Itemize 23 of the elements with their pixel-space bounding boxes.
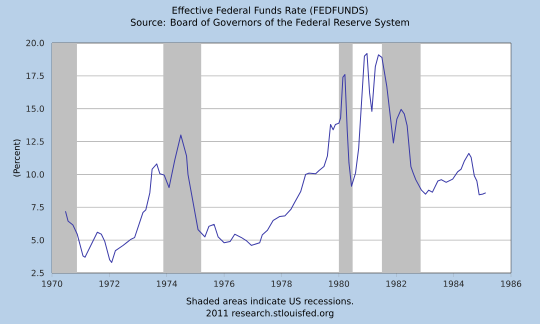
y-tick-label: 10.0 [26, 171, 44, 178]
y-tick-label: 17.5 [26, 72, 44, 80]
y-tick-label: 15.0 [26, 106, 44, 112]
x-tick-label: 1986 [501, 280, 522, 287]
y-tick-label: 12.5 [26, 138, 44, 145]
y-axis-title: (Percent) [13, 139, 21, 176]
text: Shaded areas indicate US recessions. [186, 298, 354, 304]
y-tick-label: 7.5 [32, 204, 44, 210]
text: 2011 research.stlouisfed.org [206, 310, 334, 318]
x-tick-label: 1970 [42, 280, 62, 287]
chart-title: Effective Federal Funds Rate (FEDFUNDS) [172, 6, 368, 15]
x-tick-label: 1978 [272, 280, 292, 287]
line-series [64, 53, 486, 263]
x-tick-label: 1974 [156, 280, 178, 287]
x-tick-label: 1982 [386, 280, 406, 287]
y-tick-label: 5.0 [32, 236, 44, 244]
y-tick-label: 20.0 [26, 40, 44, 46]
x-tick-label: 1972 [100, 280, 120, 287]
x-tick-label: 1980 [329, 280, 350, 287]
x-tick-label: 1976 [214, 280, 234, 287]
chart-subtitle: Source: Board of Governors of the Federal Reserve System [130, 18, 409, 28]
x-tick-label: 1984 [444, 280, 464, 287]
y-tick-label: 2.5 [32, 270, 44, 276]
